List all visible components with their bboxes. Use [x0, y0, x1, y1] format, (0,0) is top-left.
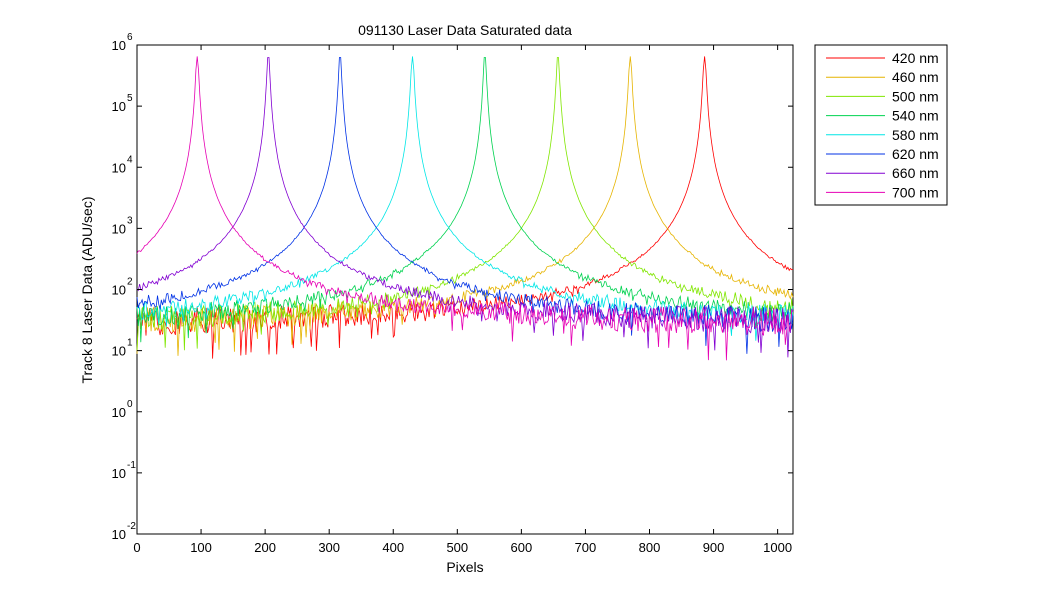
y-tick-label-base: 10	[112, 283, 126, 298]
x-tick-label: 400	[382, 540, 404, 555]
y-tick-label-exp: 2	[127, 277, 133, 288]
x-tick-label: 500	[446, 540, 468, 555]
legend-label: 420 nm	[892, 50, 939, 66]
series-line-620-nm	[136, 57, 794, 354]
legend: 420 nm 460 nm 500 nm 540 nm 580 nm 620 nm 660 …	[814, 44, 948, 206]
x-tick-label: 900	[703, 540, 725, 555]
x-tick-label: 100	[190, 540, 212, 555]
x-tick-label: 800	[639, 540, 661, 555]
y-tick-label-base: 10	[112, 38, 126, 53]
series-layer	[136, 56, 794, 361]
x-axis: 0 100 200 300 400 500 600 700 800 900 1000	[133, 45, 792, 555]
legend-label: 660 nm	[892, 165, 939, 181]
y-tick-label-exp: -2	[127, 521, 136, 532]
legend-label: 580 nm	[892, 127, 939, 143]
chart-title: 091130 Laser Data Saturated data	[358, 22, 572, 38]
series-line-580-nm	[136, 56, 794, 341]
y-tick-label-base: 10	[112, 221, 126, 236]
legend-label: 500 nm	[892, 88, 939, 104]
x-tick-label: 300	[318, 540, 340, 555]
x-tick-label: 1000	[763, 540, 792, 555]
y-tick-label-exp: 5	[127, 93, 133, 104]
legend-label: 700 nm	[892, 184, 939, 200]
x-tick-label: 200	[254, 540, 276, 555]
y-tick-label-exp: 3	[127, 215, 133, 226]
y-tick-label-exp: 4	[127, 154, 133, 165]
y-axis-label: Track 8 Laser Data (ADU/sec)	[79, 197, 95, 384]
x-tick-label: 700	[575, 540, 597, 555]
legend-box	[814, 44, 948, 206]
y-tick-label-exp: 1	[127, 338, 133, 349]
legend-label: 540 nm	[892, 108, 939, 124]
y-tick-label-base: 10	[112, 344, 126, 359]
legend-label: 460 nm	[892, 69, 939, 85]
x-axis-label: Pixels	[446, 559, 483, 575]
y-tick-label-base: 10	[112, 527, 126, 542]
x-tick-label: 0	[133, 540, 140, 555]
series-line-660-nm	[136, 57, 794, 358]
plot-area	[136, 44, 794, 535]
y-tick-label-exp: 0	[127, 399, 133, 410]
y-tick-label-base: 10	[112, 466, 126, 481]
series-line-700-nm	[136, 56, 794, 361]
y-tick-label-exp: 6	[127, 32, 133, 43]
legend-label: 620 nm	[892, 146, 939, 162]
x-tick-label: 600	[511, 540, 533, 555]
y-tick-label-exp: -1	[127, 460, 136, 471]
series-line-500-nm	[136, 57, 794, 351]
series-line-460-nm	[136, 56, 794, 356]
y-tick-label-base: 10	[112, 99, 126, 114]
y-tick-label-base: 10	[112, 405, 126, 420]
y-tick-label-base: 10	[112, 160, 126, 175]
